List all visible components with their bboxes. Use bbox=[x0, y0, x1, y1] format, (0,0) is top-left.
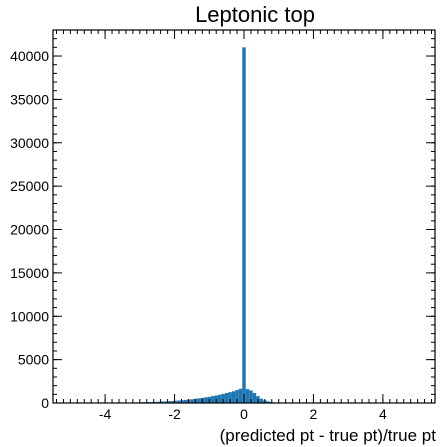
histogram-bar-45 bbox=[259, 398, 264, 403]
x-tick-label-1: -2 bbox=[168, 406, 181, 422]
histogram-bar-25 bbox=[190, 399, 194, 403]
histogram-bar-27 bbox=[197, 398, 201, 403]
histogram-bar-17 bbox=[162, 401, 166, 403]
plot-frame bbox=[52, 29, 436, 404]
x-tick-label-2: 0 bbox=[240, 406, 248, 422]
histogram-bar-15 bbox=[155, 401, 159, 403]
chart-title: Leptonic top bbox=[195, 2, 315, 27]
y-tick-label-3: 15000 bbox=[10, 265, 49, 281]
y-tick-label-4: 20000 bbox=[10, 222, 49, 238]
x-tick-label-0: -4 bbox=[99, 406, 112, 422]
histogram-bar-31 bbox=[211, 396, 215, 403]
histogram-bar-21 bbox=[176, 400, 180, 403]
histogram-bar-37 bbox=[231, 391, 236, 403]
tick-labels-group: -4 -2 0 2 4 0 5000 10000 15000 20000 25000 30000 350… bbox=[10, 48, 387, 422]
histogram-bar-47 bbox=[266, 401, 271, 403]
histogram-bar-19 bbox=[169, 401, 173, 403]
histogram-bar-29 bbox=[204, 397, 208, 403]
histogram-bar-23 bbox=[183, 399, 187, 403]
x-tick-label-3: 2 bbox=[310, 406, 318, 422]
y-tick-label-2: 10000 bbox=[10, 308, 49, 324]
y-tick-label-0: 0 bbox=[41, 395, 49, 411]
histogram-bar-38 bbox=[235, 389, 239, 403]
y-tick-label-7: 35000 bbox=[10, 91, 49, 107]
histogram-bar-43 bbox=[252, 393, 257, 403]
histogram-bar-35 bbox=[224, 393, 229, 403]
histogram-bar-33 bbox=[217, 394, 222, 403]
y-tick-label-5: 25000 bbox=[10, 178, 49, 194]
histogram-bar-36 bbox=[228, 392, 232, 403]
histogram-bar-39 bbox=[238, 388, 243, 403]
y-tick-label-1: 5000 bbox=[18, 352, 49, 368]
histogram-bar-34 bbox=[221, 393, 225, 403]
histogram-bar-42 bbox=[249, 390, 253, 403]
histogram-bar-41 bbox=[245, 389, 250, 403]
y-tick-label-6: 30000 bbox=[10, 135, 49, 151]
y-tick-label-8: 40000 bbox=[10, 48, 49, 64]
x-axis-label: (predicted pt - true pt)/true pt bbox=[220, 426, 437, 445]
bars-group bbox=[103, 47, 288, 403]
x-tick-label-4: 4 bbox=[379, 406, 387, 422]
histogram-bar-40 bbox=[242, 47, 246, 403]
